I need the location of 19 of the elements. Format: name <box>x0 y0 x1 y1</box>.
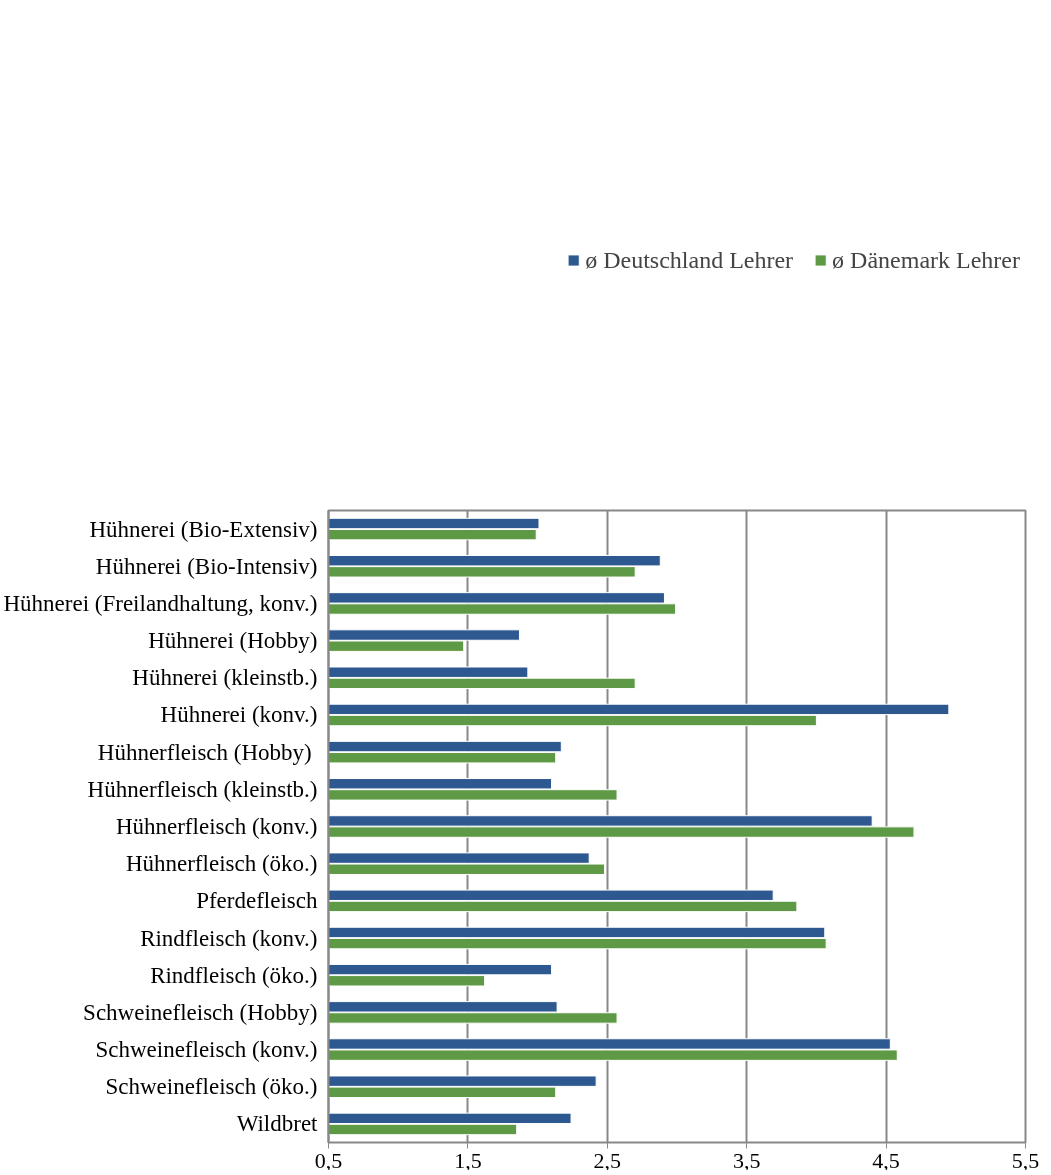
y-tick-label: Hühnerei (Freilandhaltung, konv.) <box>3 590 318 616</box>
y-tick-label: Hühnerei (Hobby) <box>148 628 318 654</box>
y-tick-label: Hühnerfleisch (öko.) <box>125 851 318 877</box>
y-tick-label: Hühnerei (konv.) <box>160 702 318 728</box>
legend-label: ø Deutschland Lehrer <box>585 246 794 274</box>
y-tick-label: Hühnerei (kleinstb.) <box>132 665 318 691</box>
y-tick-label: Wildbret <box>236 1111 319 1137</box>
y-tick-label: Rindfleisch (konv.) <box>140 925 318 951</box>
y-tick-label: Hühnerfleisch (konv.) <box>115 814 318 839</box>
y-tick-label: Hühnerei (Bio-Intensiv) <box>95 553 318 579</box>
y-tick-label: Hühnerei (Bio-Extensiv) <box>89 516 318 542</box>
y-tick-label: Schweinefleisch (öko.) <box>105 1074 318 1100</box>
y-tick-label: Hühnerfleisch (Hobby) <box>97 739 312 765</box>
y-tick-label: Schweinefleisch (konv.) <box>95 1037 318 1063</box>
y-tick-label: Schweinefleisch (Hobby) <box>83 999 318 1025</box>
legend-label: ø Dänemark Lehrer <box>832 246 1020 274</box>
y-tick-label: Pferdefleisch <box>196 888 318 914</box>
y-tick-label: Hühnerfleisch (kleinstb.) <box>87 776 318 802</box>
y-tick-label: Rindfleisch (öko.) <box>150 962 318 988</box>
